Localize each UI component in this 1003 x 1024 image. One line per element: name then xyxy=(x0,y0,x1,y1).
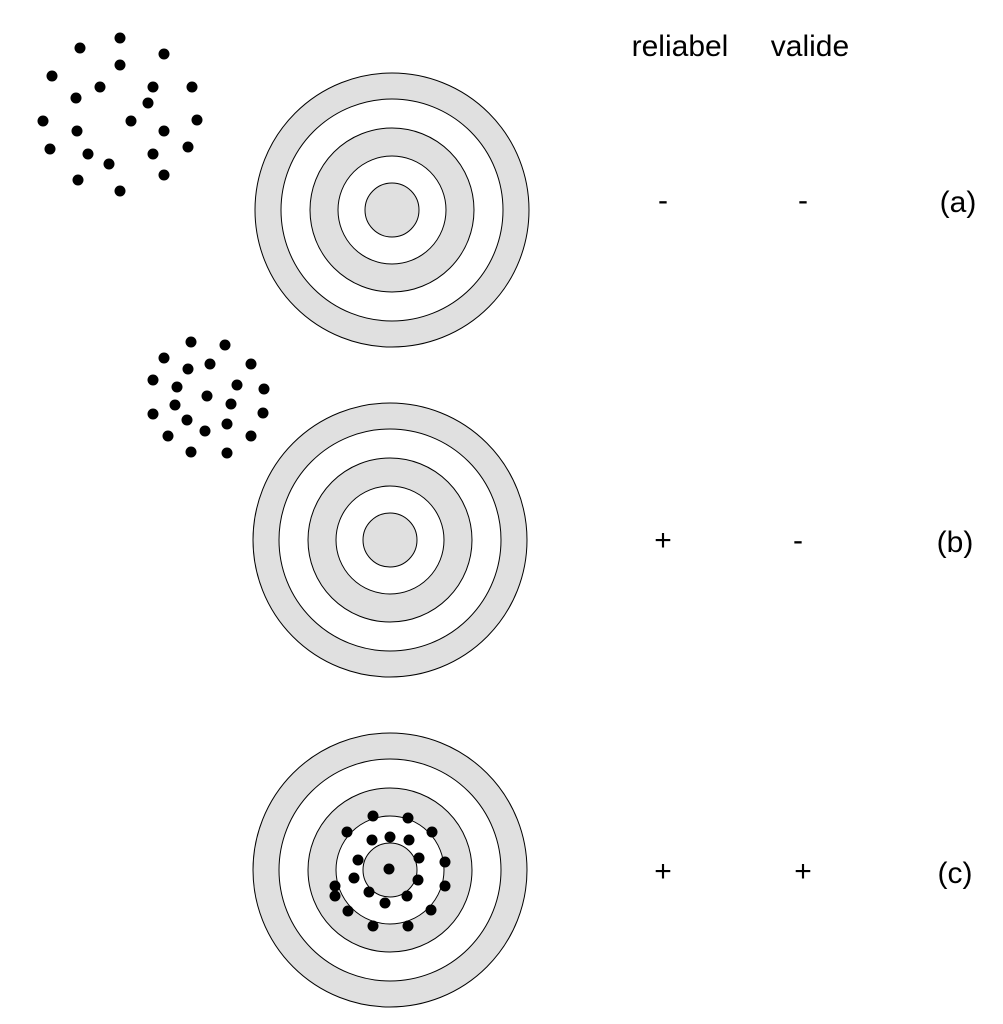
hit-c-dot xyxy=(439,856,451,868)
target-a xyxy=(254,72,530,348)
hit-a-dot xyxy=(186,81,198,93)
hit-a-dot xyxy=(147,81,159,93)
row-c-valid-symbol: + xyxy=(794,855,812,888)
hit-b-dot xyxy=(185,336,197,348)
hit-c-dot xyxy=(426,826,438,838)
target-a-ring-5 xyxy=(364,182,420,238)
hit-b-dot xyxy=(162,430,174,442)
hit-a-dot xyxy=(147,148,159,160)
hit-c-dot xyxy=(367,920,379,932)
hit-b-dot xyxy=(204,358,216,370)
hit-cluster-b xyxy=(147,336,270,459)
hit-a-dot xyxy=(114,32,126,44)
hit-c-dot xyxy=(363,886,375,898)
hit-b-dot xyxy=(245,358,257,370)
target-b xyxy=(252,402,528,678)
hit-c-dot xyxy=(342,905,354,917)
hit-a-dot xyxy=(114,185,126,197)
hit-a-dot xyxy=(191,114,203,126)
hit-c-dot xyxy=(383,863,395,875)
hit-b-dot xyxy=(158,352,170,364)
hit-a-dot xyxy=(74,42,86,54)
hit-b-dot xyxy=(171,381,183,393)
hit-c-dot xyxy=(348,872,360,884)
hit-b-dot xyxy=(169,399,181,411)
row-a-reliable-symbol: - xyxy=(658,184,668,217)
hit-c-dot xyxy=(402,812,414,824)
hit-a-dot xyxy=(182,141,194,153)
hit-a-dot xyxy=(114,59,126,71)
header-valid: valide xyxy=(771,30,849,63)
target-b-ring-5 xyxy=(362,512,418,568)
hit-b-dot xyxy=(257,407,269,419)
hit-b-dot xyxy=(147,408,159,420)
hit-a-dot xyxy=(158,125,170,137)
hit-b-dot xyxy=(219,339,231,351)
hit-b-dot xyxy=(185,446,197,458)
header-reliable: reliabel xyxy=(632,30,729,63)
hit-b-dot xyxy=(182,363,194,375)
hit-c-dot xyxy=(402,920,414,932)
hit-a-dot xyxy=(94,81,106,93)
hit-cluster-c xyxy=(329,810,451,932)
hit-c-dot xyxy=(329,880,341,892)
hit-b-dot xyxy=(221,418,233,430)
hit-c-dot xyxy=(329,890,341,902)
hit-a-dot xyxy=(46,70,58,82)
hit-c-dot xyxy=(341,826,353,838)
row-b-valid-symbol: - xyxy=(793,524,803,557)
hit-c-dot xyxy=(352,854,364,866)
hit-a-dot xyxy=(44,143,56,155)
hit-b-dot xyxy=(245,430,257,442)
row-a-label: (a) xyxy=(940,186,977,219)
hit-b-dot xyxy=(231,379,243,391)
hit-a-dot xyxy=(72,174,84,186)
hit-a-dot xyxy=(158,169,170,181)
hit-c-dot xyxy=(401,890,413,902)
hit-c-dot xyxy=(366,834,378,846)
row-c-label: (c) xyxy=(938,857,973,890)
hit-b-dot xyxy=(181,414,193,426)
row-c-reliable-symbol: + xyxy=(654,855,672,888)
hit-c-dot xyxy=(384,831,396,843)
hit-a-dot xyxy=(125,115,137,127)
row-b-reliable-symbol: + xyxy=(654,524,672,557)
hit-a-dot xyxy=(103,158,115,170)
hit-b-dot xyxy=(225,398,237,410)
hit-b-dot xyxy=(258,383,270,395)
hit-b-dot xyxy=(147,374,159,386)
hit-a-dot xyxy=(37,115,49,127)
row-b-label: (b) xyxy=(937,526,974,559)
hit-c-dot xyxy=(367,810,379,822)
hit-cluster-a xyxy=(37,32,203,197)
hit-a-dot xyxy=(142,97,154,109)
hit-c-dot xyxy=(412,874,424,886)
hit-a-dot xyxy=(71,125,83,137)
hit-c-dot xyxy=(379,897,391,909)
hit-a-dot xyxy=(70,92,82,104)
hit-c-dot xyxy=(439,880,451,892)
hit-b-dot xyxy=(201,390,213,402)
hit-a-dot xyxy=(158,48,170,60)
hit-b-dot xyxy=(199,425,211,437)
hit-c-dot xyxy=(413,852,425,864)
hit-b-dot xyxy=(221,447,233,459)
row-a-valid-symbol: - xyxy=(798,184,808,217)
hit-c-dot xyxy=(403,834,415,846)
hit-c-dot xyxy=(425,904,437,916)
hit-a-dot xyxy=(82,148,94,160)
